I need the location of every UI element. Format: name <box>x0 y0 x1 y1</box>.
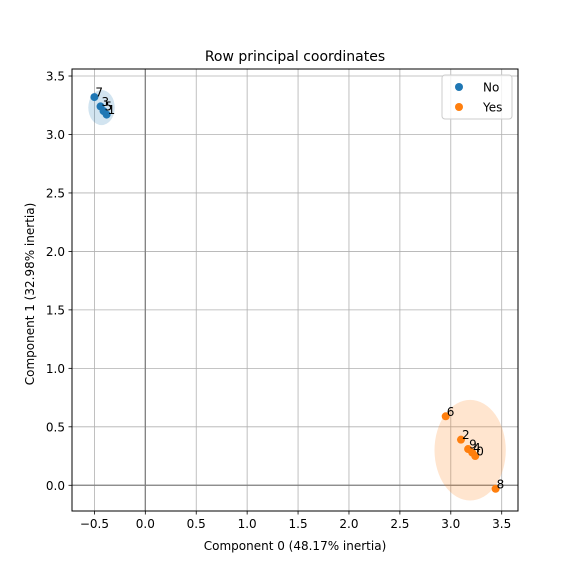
x-tick-label: 2.0 <box>339 517 358 531</box>
y-axis-ticks: 0.0 0.5 1.0 1.5 2.0 2.5 3.0 3.5 <box>46 70 72 493</box>
point-label: 2 <box>462 428 470 442</box>
point-label: 4 <box>473 441 481 455</box>
point-label: 0 <box>476 445 484 459</box>
point-label: 5 <box>105 100 113 114</box>
x-tick-label: 0.0 <box>136 517 155 531</box>
legend-label: No <box>483 81 499 95</box>
x-tick-label: 2.5 <box>390 517 409 531</box>
point-label: 7 <box>95 86 103 100</box>
x-tick-label: 0.5 <box>187 517 206 531</box>
x-tick-label: 1.0 <box>238 517 257 531</box>
data-point <box>491 484 500 493</box>
plot-frame <box>71 68 519 512</box>
point-label: 1 <box>108 103 116 117</box>
y-tick-label: 1.5 <box>46 303 65 317</box>
data-points <box>90 93 500 493</box>
x-axis-ticks: −0.5 0.0 0.5 1.0 1.5 2.0 2.5 3.0 3.5 <box>80 511 511 531</box>
y-tick-label: 2.5 <box>46 186 65 200</box>
y-tick-label: 2.0 <box>46 245 65 259</box>
data-point <box>441 412 450 421</box>
point-label: 6 <box>447 405 455 419</box>
point-label: 3 <box>102 95 110 109</box>
legend: No Yes <box>441 74 513 120</box>
point-label: 8 <box>497 477 505 491</box>
point-label: 9 <box>469 438 477 452</box>
x-tick-label: −0.5 <box>80 517 109 531</box>
origin-lines <box>72 69 518 511</box>
data-point <box>456 435 465 444</box>
data-point <box>471 452 480 461</box>
x-tick-label: 1.5 <box>289 517 308 531</box>
data-point <box>102 110 111 119</box>
data-point <box>90 93 99 102</box>
legend-marker <box>455 83 463 91</box>
y-tick-label: 3.5 <box>46 70 65 84</box>
legend-marker <box>455 103 463 111</box>
y-tick-label: 0.0 <box>46 479 65 493</box>
y-tick-label: 1.0 <box>46 362 65 376</box>
y-tick-label: 0.5 <box>46 420 65 434</box>
y-axis-title: Component 1 (32.98% inertia) <box>23 203 37 386</box>
x-tick-label: 3.0 <box>441 517 460 531</box>
y-tick-label: 3.0 <box>46 128 65 142</box>
chart-title: Row principal coordinates <box>205 49 385 65</box>
x-axis-title: Component 0 (48.17% inertia) <box>204 539 387 553</box>
legend-label: Yes <box>482 101 502 115</box>
x-tick-label: 3.5 <box>492 517 511 531</box>
